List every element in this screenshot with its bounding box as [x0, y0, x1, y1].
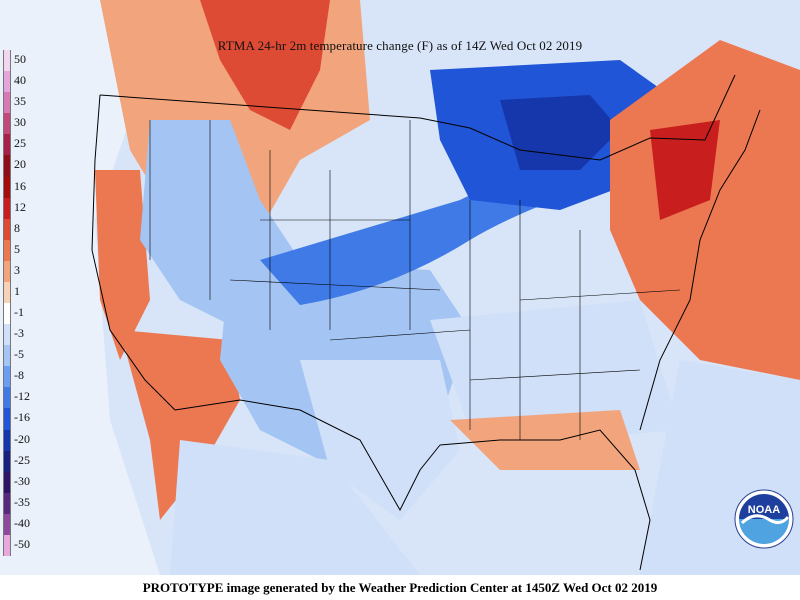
- noaa-logo-text: NOAA: [748, 504, 780, 516]
- pacific-region: [0, 0, 180, 575]
- legend-swatch: [3, 450, 11, 473]
- legend-item: 20: [3, 155, 43, 177]
- legend-label: 40: [14, 73, 26, 88]
- legend-swatch: [3, 387, 11, 409]
- temperature-change-map: [0, 0, 800, 575]
- legend-swatch: [3, 71, 11, 93]
- legend-label: -40: [14, 515, 30, 530]
- legend-item: 5: [3, 239, 43, 262]
- legend-item: -35: [3, 492, 43, 515]
- color-legend: 50 40 35 30 25 20 16 12 8 5 3 1 -1 -3 -5 -8 -12 -16 -20 -25…: [3, 50, 43, 557]
- southeast-mixed: [430, 300, 680, 440]
- east-coast: [639, 109, 761, 431]
- legend-label: 8: [14, 220, 20, 235]
- legend-swatch: [3, 197, 11, 220]
- legend-item: 8: [3, 218, 43, 241]
- legend-label: -3: [14, 326, 24, 341]
- legend-swatch: [3, 324, 11, 346]
- footer-credit: PROTOTYPE image generated by the Weather…: [0, 578, 800, 600]
- legend-swatch: [3, 429, 11, 452]
- legend-label: 16: [14, 178, 26, 193]
- legend-label: -35: [14, 494, 30, 509]
- legend-swatch: [3, 92, 11, 114]
- legend-item: 1: [3, 281, 43, 304]
- state-lines: [149, 120, 681, 440]
- legend-label: 50: [14, 52, 26, 66]
- legend-swatch: [3, 134, 11, 156]
- legend-swatch: [3, 303, 11, 325]
- legend-swatch: [3, 239, 11, 262]
- west-coast-line: [91, 94, 176, 411]
- legend-swatch: [3, 113, 11, 135]
- west-coast-warm: [95, 170, 150, 360]
- legend-item: -50: [3, 534, 43, 557]
- legend-item: 30: [3, 113, 43, 135]
- legend-label: -25: [14, 452, 30, 467]
- legend-swatch: [3, 155, 11, 177]
- legend-item: 40: [3, 71, 43, 93]
- legend-label: -8: [14, 368, 24, 383]
- legend-swatch: [3, 366, 11, 388]
- noaa-logo: NOAA: [734, 489, 794, 549]
- southwest-warm: [120, 330, 240, 520]
- legend-item: 3: [3, 260, 43, 283]
- legend-item: 16: [3, 176, 43, 199]
- us-mexico-border: [174, 399, 441, 512]
- legend-item: -20: [3, 429, 43, 452]
- legend-label: 35: [14, 94, 26, 109]
- legend-label: -12: [14, 389, 30, 404]
- alberta-warm-core: [200, 0, 330, 130]
- legend-item: 35: [3, 92, 43, 114]
- legend-swatch: [3, 281, 11, 304]
- legend-item: -3: [3, 324, 43, 346]
- legend-swatch: [3, 408, 11, 430]
- legend-item: 25: [3, 134, 43, 156]
- legend-label: 30: [14, 115, 26, 130]
- legend-label: 12: [14, 199, 26, 214]
- legend-item: 12: [3, 197, 43, 220]
- legend-swatch: [3, 176, 11, 199]
- legend-label: -20: [14, 431, 30, 446]
- gulf-coast: [439, 429, 651, 571]
- legend-item: -1: [3, 303, 43, 325]
- legend-swatch: [3, 50, 11, 72]
- legend-swatch: [3, 218, 11, 241]
- legend-swatch: [3, 492, 11, 515]
- legend-item: -25: [3, 450, 43, 473]
- new-england-hot: [650, 120, 720, 220]
- legend-swatch: [3, 471, 11, 494]
- legend-label: -30: [14, 473, 30, 488]
- legend-label: 5: [14, 241, 20, 256]
- northeast-warm: [610, 40, 800, 380]
- legend-item: -30: [3, 471, 43, 494]
- legend-item: -40: [3, 513, 43, 536]
- legend-item: -8: [3, 366, 43, 388]
- legend-label: -16: [14, 410, 30, 425]
- map-title: RTMA 24-hr 2m temperature change (F) as …: [217, 38, 583, 53]
- legend-swatch: [3, 345, 11, 367]
- legend-label: -50: [14, 536, 30, 551]
- legend-label: 1: [14, 283, 20, 298]
- us-canada-border: [99, 74, 736, 161]
- legend-item: -5: [3, 345, 43, 367]
- legend-label: 20: [14, 157, 26, 172]
- legend-item: -16: [3, 408, 43, 430]
- legend-swatch: [3, 513, 11, 536]
- legend-swatch: [3, 260, 11, 283]
- texas-cool: [300, 360, 460, 520]
- legend-item: -12: [3, 387, 43, 409]
- legend-swatch: [3, 534, 11, 557]
- mexico-cool: [170, 440, 420, 575]
- legend-label: 25: [14, 136, 26, 151]
- legend-label: -1: [14, 305, 24, 319]
- legend-label: -5: [14, 347, 24, 362]
- legend-item: 50: [3, 50, 43, 72]
- legend-label: 3: [14, 262, 20, 277]
